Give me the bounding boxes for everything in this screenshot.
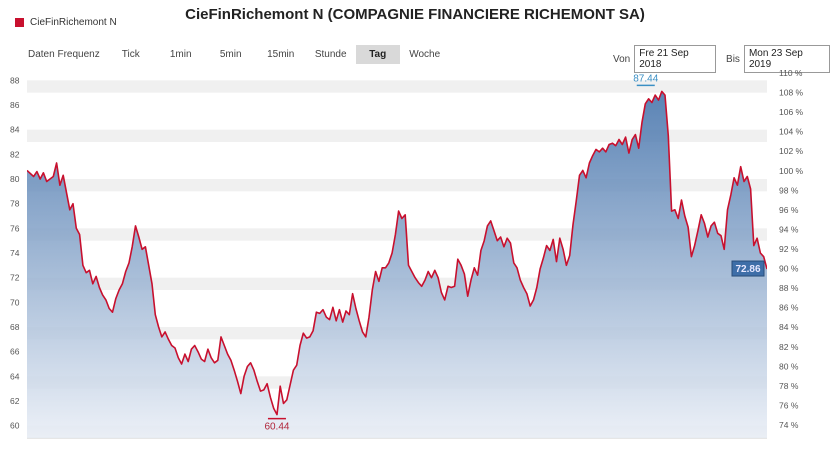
tab-woche[interactable]: Woche: [409, 49, 441, 60]
y-tick-label: 82: [10, 149, 20, 159]
grid-band: [27, 129, 767, 142]
last-value-label: 72.86: [735, 264, 760, 275]
y2-tick-label: 78 %: [779, 381, 799, 391]
y2-tick-label: 106 %: [779, 107, 804, 117]
legend-swatch: [15, 18, 24, 27]
tab-tick[interactable]: Tick: [121, 49, 140, 60]
date-range: Von Fre 21 Sep 2018 Bis Mon 23 Sep 2019: [613, 45, 830, 73]
y2-tick-label: 104 %: [779, 127, 804, 137]
tab-1min[interactable]: 1min: [169, 49, 192, 60]
y-tick-label: 70: [10, 297, 20, 307]
y2-tick-label: 108 %: [779, 88, 804, 98]
price-line: [27, 90, 767, 416]
y2-tick-label: 110 %: [779, 68, 803, 78]
to-label: Bis: [726, 53, 740, 65]
chart-title: CieFinRichemont N (COMPAGNIE FINANCIERE …: [185, 6, 645, 23]
frequency-toolbar: Daten Frequenz Tick 1min 5min 15min Stun…: [28, 45, 450, 64]
from-date-input[interactable]: Fre 21 Sep 2018: [634, 45, 717, 73]
legend[interactable]: CieFinRichemont N: [15, 17, 117, 28]
y2-tick-label: 88 %: [779, 283, 799, 293]
tab-tag[interactable]: Tag: [355, 45, 400, 64]
y-tick-label: 66: [10, 347, 20, 357]
y2-tick-label: 98 %: [779, 185, 799, 195]
frequency-label: Daten Frequenz: [28, 49, 100, 60]
from-label: Von: [613, 53, 631, 65]
y-tick-label: 62: [10, 396, 20, 406]
y-tick-label: 80: [10, 174, 20, 184]
y2-tick-label: 100 %: [779, 166, 804, 176]
y2-tick-label: 84 %: [779, 322, 799, 332]
y-tick-label: 74: [10, 248, 20, 258]
y2-tick-label: 80 %: [779, 361, 799, 371]
y-tick-label: 60: [10, 421, 20, 431]
y2-tick-label: 76 %: [779, 400, 799, 410]
y-tick-label: 64: [10, 371, 20, 381]
y-tick-label: 86: [10, 100, 20, 110]
y2-tick-label: 90 %: [779, 264, 799, 274]
y2-tick-label: 102 %: [779, 146, 804, 156]
y2-tick-label: 86 %: [779, 303, 799, 313]
tab-stunde[interactable]: Stunde: [314, 49, 347, 60]
grid-band: [27, 80, 767, 93]
y2-tick-label: 74 %: [779, 420, 799, 430]
max-value-label: 87.44: [633, 73, 658, 84]
min-value-label: 60.44: [264, 422, 289, 433]
y-tick-label: 84: [10, 125, 20, 135]
y-tick-label: 72: [10, 273, 20, 283]
tab-5min[interactable]: 5min: [219, 49, 242, 60]
y2-tick-label: 82 %: [779, 342, 799, 352]
y-tick-label: 88: [10, 75, 20, 85]
y-tick-label: 68: [10, 322, 20, 332]
y-tick-label: 76: [10, 223, 20, 233]
price-area: [27, 91, 767, 438]
legend-label: CieFinRichemont N: [30, 17, 117, 28]
tab-15min[interactable]: 15min: [267, 49, 295, 60]
y-tick-label: 78: [10, 199, 20, 209]
to-date-input[interactable]: Mon 23 Sep 2019: [743, 45, 830, 73]
y2-tick-label: 96 %: [779, 205, 799, 215]
y2-tick-label: 92 %: [779, 244, 799, 254]
y2-tick-label: 94 %: [779, 224, 799, 234]
last-value-box: [731, 260, 765, 277]
